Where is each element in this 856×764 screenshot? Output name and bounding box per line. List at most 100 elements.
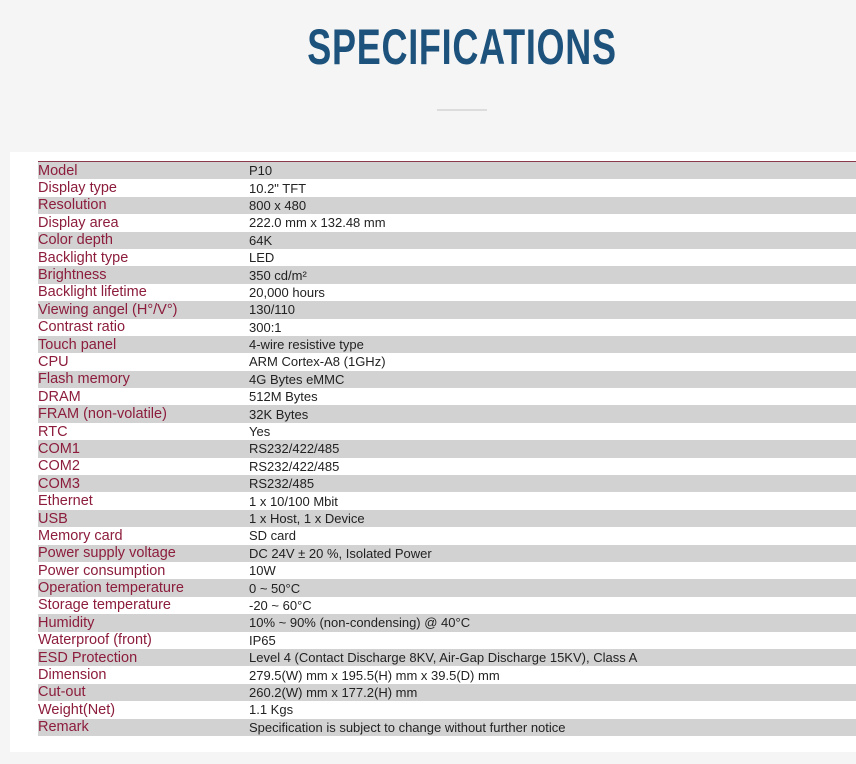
spec-label: Backlight lifetime <box>38 284 147 301</box>
table-row: Ethernet 1 x 10/100 Mbit <box>38 492 856 509</box>
table-row: Operation temperature 0 ~ 50°C <box>38 579 856 597</box>
spec-value: 4G Bytes eMMC <box>249 371 345 387</box>
table-row: Power consumption 10W <box>38 562 856 579</box>
spec-value: 20,000 hours <box>249 284 325 300</box>
table-row: FRAM (non-volatile) 32K Bytes <box>38 405 856 423</box>
spec-label: Dimension <box>38 667 107 684</box>
table-row: Touch panel 4-wire resistive type <box>38 335 856 354</box>
spec-value: IP65 <box>249 632 276 648</box>
table-row: Humidity 10% ~ 90% (non-condensing) @ 40°… <box>38 614 856 632</box>
spec-label: FRAM (non-volatile) <box>38 406 167 423</box>
spec-value: RS232/485 <box>249 476 315 492</box>
specifications-table: Model P10 Display type 10.2" TFT Resolution 8… <box>38 161 856 736</box>
table-row: COM2 RS232/422/485 <box>38 458 856 475</box>
spec-value: RS232/422/485 <box>249 441 340 457</box>
spec-label: Touch panel <box>38 336 117 353</box>
spec-label: USB <box>38 510 68 527</box>
table-row: Power supply voltage DC 24V ± 20 %, Isola… <box>38 544 856 562</box>
spec-value: 279.5(W) mm x 195.5(H) mm x 39.5(D) mm <box>249 667 500 683</box>
spec-value: 1 x 10/100 Mbit <box>249 493 338 509</box>
spec-value: 512M Bytes <box>249 389 318 405</box>
table-row: ESD Protection Level 4 (Contact Discharge… <box>38 648 856 667</box>
spec-label: Flash memory <box>38 371 130 388</box>
spec-label: Display type <box>38 180 117 197</box>
spec-label: Display area <box>38 214 119 231</box>
spec-value: 130/110 <box>249 302 296 318</box>
spec-value: 64K <box>249 232 273 248</box>
spec-value: Specification is subject to change witho… <box>249 719 566 735</box>
spec-label: Model <box>38 162 78 179</box>
table-row: Memory card SD card <box>38 527 856 544</box>
spec-value: Level 4 (Contact Discharge 8KV, Air-Gap … <box>249 650 638 666</box>
table-row: Remark Specification is subject to change… <box>38 718 856 736</box>
spec-value: 4-wire resistive type <box>249 337 364 353</box>
spec-label: Backlight type <box>38 249 129 266</box>
table-row: Brightness 350 cd/m² <box>38 266 856 284</box>
spec-label: Memory card <box>38 527 123 544</box>
page-title: SPECIFICATIONS <box>307 19 617 75</box>
table-row: Model P10 <box>38 162 856 180</box>
table-row: CPU ARM Cortex-A8 (1GHz) <box>38 353 856 370</box>
spec-label: Humidity <box>38 614 95 631</box>
spec-label: Operation temperature <box>38 580 184 597</box>
table-row: Cut-out 260.2(W) mm x 177.2(H) mm <box>38 683 856 702</box>
spec-value: 0 ~ 50°C <box>249 580 301 596</box>
spec-label: Power consumption <box>38 562 166 579</box>
spec-label: Brightness <box>38 267 107 284</box>
table-row: Weight(Net) 1.1 Kgs <box>38 701 856 718</box>
spec-label: Viewing angel (H°/V°) <box>38 301 178 318</box>
table-row: Dimension 279.5(W) mm x 195.5(H) mm x 39.… <box>38 666 856 683</box>
table-row: Display type 10.2" TFT <box>38 179 856 196</box>
spec-value: 10.2" TFT <box>249 180 307 196</box>
table-row: Viewing angel (H°/V°) 130/110 <box>38 301 856 319</box>
spec-value: 32K Bytes <box>249 406 309 422</box>
spec-label: Color depth <box>38 232 113 249</box>
spec-label: Waterproof (front) <box>38 632 152 649</box>
table-row: Waterproof (front) IP65 <box>38 632 856 649</box>
spec-value: Yes <box>249 424 271 440</box>
spec-value: ARM Cortex-A8 (1GHz) <box>249 354 386 370</box>
spec-value: 10W <box>249 563 276 579</box>
table-row: Color depth 64K <box>38 231 856 249</box>
spec-value: 1 x Host, 1 x Device <box>249 511 365 526</box>
spec-label: DRAM <box>38 388 81 405</box>
table-row: USB 1 x Host, 1 x Device <box>38 509 856 528</box>
table-row: DRAM 512M Bytes <box>38 388 856 405</box>
spec-label: Weight(Net) <box>38 701 116 718</box>
spec-value: 300:1 <box>249 319 282 335</box>
spec-label: COM2 <box>38 458 80 475</box>
spec-value: LED <box>249 250 275 266</box>
spec-label: Ethernet <box>38 493 93 510</box>
spec-label: Contrast ratio <box>38 319 126 336</box>
spec-value: RS232/422/485 <box>249 458 340 474</box>
spec-value: DC 24V ± 20 %, Isolated Power <box>249 545 432 561</box>
spec-label: Storage temperature <box>38 597 171 614</box>
spec-value: 260.2(W) mm x 177.2(H) mm <box>249 684 418 700</box>
table-row: Flash memory 4G Bytes eMMC <box>38 370 856 389</box>
spec-label: COM3 <box>38 475 80 492</box>
table-row: Backlight lifetime 20,000 hours <box>38 284 856 301</box>
table-row: Display area 222.0 mm x 132.48 mm <box>38 214 856 231</box>
title-divider <box>437 109 487 111</box>
spec-label: CPU <box>38 353 69 370</box>
table-row: Backlight type LED <box>38 249 856 266</box>
spec-value: -20 ~ 60°C <box>249 597 312 613</box>
spec-value: 222.0 mm x 132.48 mm <box>249 215 386 231</box>
spec-label: RTC <box>38 423 68 440</box>
spec-value: SD card <box>249 528 296 544</box>
spec-label: ESD Protection <box>38 649 138 666</box>
spec-label: Remark <box>38 719 89 736</box>
spec-label: Power supply voltage <box>38 545 176 562</box>
table-row: COM3 RS232/485 <box>38 475 856 493</box>
spec-label: Resolution <box>38 197 107 214</box>
spec-value: P10 <box>249 163 273 179</box>
spec-label: Cut-out <box>38 684 86 701</box>
table-row: RTC Yes <box>38 423 856 440</box>
table-row: Contrast ratio 300:1 <box>38 319 856 336</box>
table-row: COM1 RS232/422/485 <box>38 440 856 458</box>
spec-value: 1.1 Kgs <box>249 702 294 718</box>
spec-value: 350 cd/m² <box>249 267 307 283</box>
spec-value: 800 x 480 <box>249 197 307 213</box>
spec-label: COM1 <box>38 440 80 457</box>
spec-value: 10% ~ 90% (non-condensing) @ 40°C <box>249 615 471 631</box>
